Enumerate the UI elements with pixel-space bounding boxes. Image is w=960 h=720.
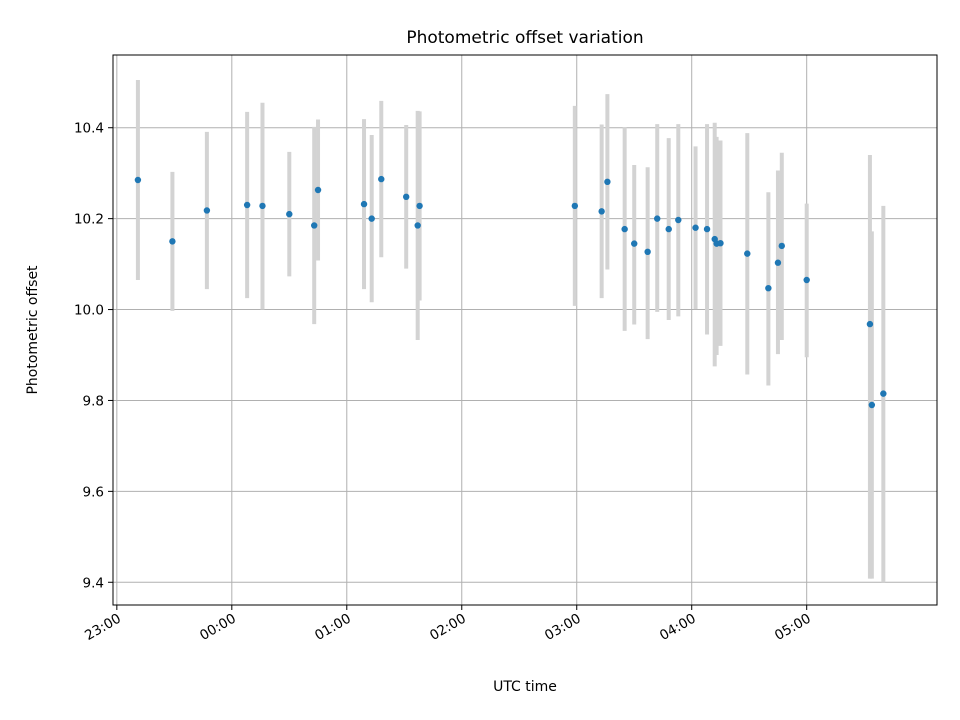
y-tick-label: 9.8 (83, 393, 104, 409)
data-point (778, 242, 785, 250)
x-tick-label: 02:00 (427, 611, 469, 644)
data-point (311, 222, 318, 229)
data-point (868, 401, 876, 409)
y-tick-label: 10.4 (74, 121, 104, 137)
data-point (259, 202, 266, 210)
data-point (765, 284, 772, 292)
data-point (286, 210, 293, 218)
data-point (717, 239, 724, 247)
data-point (675, 216, 682, 224)
data-point (598, 208, 605, 215)
data-point (774, 259, 782, 266)
data-point (703, 225, 711, 233)
x-tick-label: 05:00 (772, 611, 814, 644)
chart-title: Photometric offset variation (406, 28, 643, 48)
data-points (134, 175, 887, 409)
data-point (368, 215, 375, 222)
data-point (571, 202, 579, 210)
y-tick-label: 10.2 (74, 212, 104, 228)
data-point (314, 186, 322, 194)
x-tick-label: 03:00 (542, 611, 584, 644)
error-bars (135, 80, 886, 583)
data-point (378, 175, 385, 183)
data-point (414, 222, 421, 229)
y-axis-label: Photometric offset (25, 265, 41, 395)
data-point (169, 238, 176, 245)
data-point (665, 225, 672, 233)
data-point (631, 240, 638, 247)
plot-frame (112, 54, 938, 606)
data-point (416, 202, 423, 210)
data-point (134, 176, 142, 184)
data-point (360, 200, 368, 208)
axis-ticks: 23:00 00:00 01:00 02:00 03:00 04:00 05:00 9.4 9.… (74, 121, 814, 644)
data-point (692, 224, 699, 231)
data-point (604, 178, 611, 186)
data-point (866, 320, 874, 328)
y-tick-label: 9.4 (83, 575, 104, 591)
data-point (644, 248, 651, 256)
grid-lines (113, 55, 937, 605)
x-tick-label: 04:00 (657, 611, 699, 644)
data-point (880, 390, 887, 397)
data-point (744, 250, 751, 257)
y-tick-label: 10.0 (74, 303, 104, 319)
x-axis-label: UTC time (493, 679, 557, 695)
y-tick-label: 9.6 (83, 484, 104, 500)
data-point (803, 276, 810, 284)
data-point (654, 215, 661, 222)
data-point (621, 225, 628, 233)
x-tick-label: 01:00 (312, 611, 354, 644)
x-tick-label: 00:00 (197, 611, 239, 644)
data-point (203, 207, 211, 214)
data-point (402, 193, 410, 201)
x-tick-label: 23:00 (82, 611, 124, 644)
data-point (243, 201, 251, 209)
